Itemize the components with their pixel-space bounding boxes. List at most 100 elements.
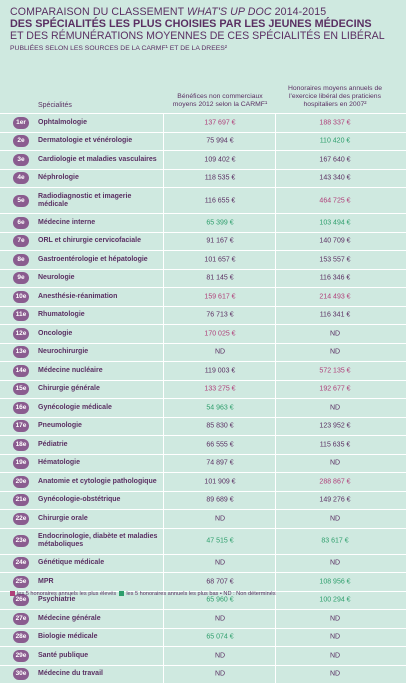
column-divider <box>163 251 164 269</box>
carmf-value: 118 535 € <box>165 175 275 182</box>
rank-badge: 3e <box>13 154 29 166</box>
carmf-value: 85 830 € <box>165 423 275 430</box>
title-suffix: 2014-2015 <box>272 6 327 18</box>
rank-badge: 13e <box>13 346 29 358</box>
column-divider <box>163 362 164 380</box>
specialty-name: Santé publique <box>38 652 163 660</box>
carmf-value: 75 994 € <box>165 138 275 145</box>
rank-badge: 15e <box>13 383 29 395</box>
specialty-name: Anatomie et cytologie pathologique <box>38 478 163 486</box>
drees-value: 143 340 € <box>276 175 394 182</box>
specialty-name: Neurologie <box>38 274 163 282</box>
column-divider <box>163 214 164 232</box>
drees-value: 115 635 € <box>276 441 394 448</box>
rank-badge: 29e <box>13 650 29 662</box>
title-italic: WHAT'S UP DOC <box>187 6 272 18</box>
carmf-value: 91 167 € <box>165 238 275 245</box>
rank-badge: 16e <box>13 402 29 414</box>
carmf-value: ND <box>165 560 275 567</box>
carmf-value: 65 074 € <box>165 634 275 641</box>
carmf-value: 74 897 € <box>165 460 275 467</box>
rank-badge: 25e <box>13 576 29 588</box>
drees-value: ND <box>276 330 394 337</box>
specialty-name: Endocrinologie, diabète et maladies méta… <box>38 533 163 549</box>
specialty-name: Gastroentérologie et hépatologie <box>38 256 163 264</box>
rank-badge: 14e <box>13 365 29 377</box>
title-line-1: COMPARAISON DU CLASSEMENT WHAT'S UP DOC … <box>10 6 396 18</box>
legend-high-swatch <box>10 591 15 596</box>
specialty-name: Génétique médicale <box>38 559 163 567</box>
column-divider <box>163 492 164 510</box>
carmf-value: 101 657 € <box>165 256 275 263</box>
specialty-name: Gynécologie-obstétrique <box>38 496 163 504</box>
rank-badge: 9e <box>13 272 29 284</box>
specialty-name: Pédiatrie <box>38 441 163 449</box>
drees-value: 192 677 € <box>276 386 394 393</box>
rank-badge: 12e <box>13 328 29 340</box>
carmf-value: 109 402 € <box>165 156 275 163</box>
drees-value: 149 276 € <box>276 497 394 504</box>
column-divider <box>163 381 164 399</box>
rank-badge: 1er <box>13 117 29 129</box>
specialty-name: Neurochirurgie <box>38 348 163 356</box>
specialty-name: Oncologie <box>38 330 163 338</box>
specialty-name: Néphrologie <box>38 174 163 182</box>
drees-value: 83 617 € <box>276 538 394 545</box>
column-divider <box>163 307 164 325</box>
drees-value: ND <box>276 652 394 659</box>
specialty-name: Chirurgie orale <box>38 515 163 523</box>
rank-badge: 4e <box>13 172 29 184</box>
carmf-value: 101 909 € <box>165 478 275 485</box>
carmf-value: 116 655 € <box>165 197 275 204</box>
column-divider <box>163 188 164 213</box>
column-divider <box>163 436 164 454</box>
legend-low-swatch <box>119 591 124 596</box>
column-divider <box>163 344 164 362</box>
comparison-table-page: COMPARAISON DU CLASSEMENT WHAT'S UP DOC … <box>0 0 406 603</box>
specialty-name: Chirurgie générale <box>38 385 163 393</box>
carmf-value: 66 555 € <box>165 441 275 448</box>
drees-value: 116 341 € <box>276 312 394 319</box>
rank-badge: 2e <box>13 135 29 147</box>
drees-value: 167 640 € <box>276 156 394 163</box>
carmf-value: 119 003 € <box>165 367 275 374</box>
rank-badge: 11e <box>13 309 29 321</box>
column-divider <box>163 573 164 591</box>
specialty-name: Médecine du travail <box>38 670 163 678</box>
drees-value: ND <box>276 404 394 411</box>
rank-badge: 5e <box>13 195 29 207</box>
drees-value: ND <box>276 460 394 467</box>
rank-badge: 18e <box>13 439 29 451</box>
rank-badge: 22e <box>13 513 29 525</box>
drees-value: ND <box>276 349 394 356</box>
column-divider <box>163 510 164 528</box>
drees-value: ND <box>276 615 394 622</box>
specialty-name: Médecine nucléaire <box>38 367 163 375</box>
title-line-2: DES SPÉCIALITÉS LES PLUS CHOISIES PAR LE… <box>10 18 396 30</box>
carmf-value: ND <box>165 652 275 659</box>
column-divider <box>163 151 164 169</box>
carmf-value: 89 689 € <box>165 497 275 504</box>
specialty-name: Dermatologie et vénérologie <box>38 137 163 145</box>
carmf-value: ND <box>165 671 275 678</box>
column-divider <box>163 133 164 151</box>
carmf-value: ND <box>165 515 275 522</box>
drees-value: 140 709 € <box>276 238 394 245</box>
carmf-value: 81 145 € <box>165 275 275 282</box>
column-divider <box>163 529 164 554</box>
